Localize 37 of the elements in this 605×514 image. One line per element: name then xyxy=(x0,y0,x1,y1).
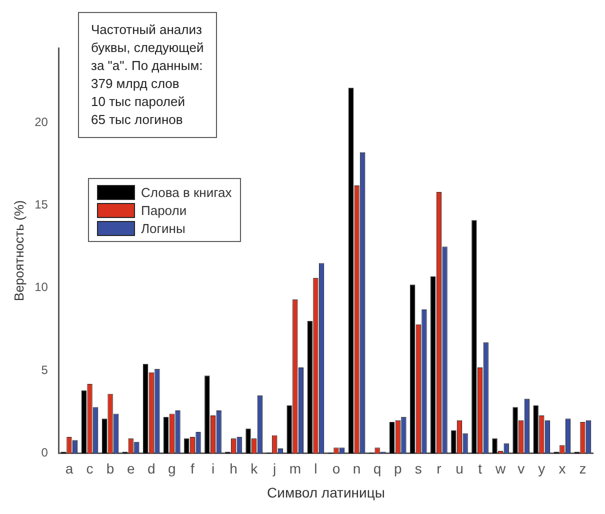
x-tick-label: r xyxy=(436,460,442,477)
y-tick-label: 10 xyxy=(34,280,48,294)
x-tick-label: n xyxy=(352,460,361,477)
x-tick-label: g xyxy=(168,460,176,477)
x-tick-label: i xyxy=(211,460,215,477)
x-tick-label: c xyxy=(86,460,94,477)
x-tick-label: h xyxy=(230,460,238,477)
x-tick-label: d xyxy=(147,460,156,477)
x-tick-label: o xyxy=(332,460,340,477)
x-tick-label: p xyxy=(394,460,402,477)
x-tick-label: z xyxy=(579,460,586,477)
y-tick-label: 5 xyxy=(41,362,48,377)
x-axis-title: Символ латиницы xyxy=(267,484,385,500)
y-tick-label: 20 xyxy=(34,114,48,129)
x-tick-label: v xyxy=(518,460,525,477)
annotation: Частотный анализ буквы, следующей за "а". По данным: 379 млрд слов 10 тыс паролей 65 тыс логинов xyxy=(78,12,217,138)
x-tick-label: s xyxy=(414,460,422,477)
y-tick-label: 0 xyxy=(41,446,48,460)
x-tick-label: a xyxy=(65,460,74,477)
legend-label: Логины xyxy=(141,220,186,236)
x-tick-label: l xyxy=(314,460,318,477)
legend-label: Пароли xyxy=(141,202,187,218)
x-tick-label: j xyxy=(272,460,276,477)
x-tick-label: x xyxy=(558,460,566,477)
x-tick-label: k xyxy=(250,460,259,477)
x-tick-label: w xyxy=(494,460,507,477)
x-tick-label: t xyxy=(478,460,482,477)
x-tick-label: u xyxy=(456,460,464,477)
x-tick-label: m xyxy=(289,460,301,477)
y-tick-label: 15 xyxy=(34,198,48,212)
x-tick-label: f xyxy=(190,460,195,477)
y-axis-title: Вероятность (%) xyxy=(11,200,26,302)
legend-label: Слова в книгах xyxy=(141,184,232,200)
x-tick-label: q xyxy=(373,460,382,477)
x-tick-label: b xyxy=(106,460,114,477)
x-tick-label: e xyxy=(126,460,135,477)
x-tick-label: y xyxy=(538,460,546,477)
